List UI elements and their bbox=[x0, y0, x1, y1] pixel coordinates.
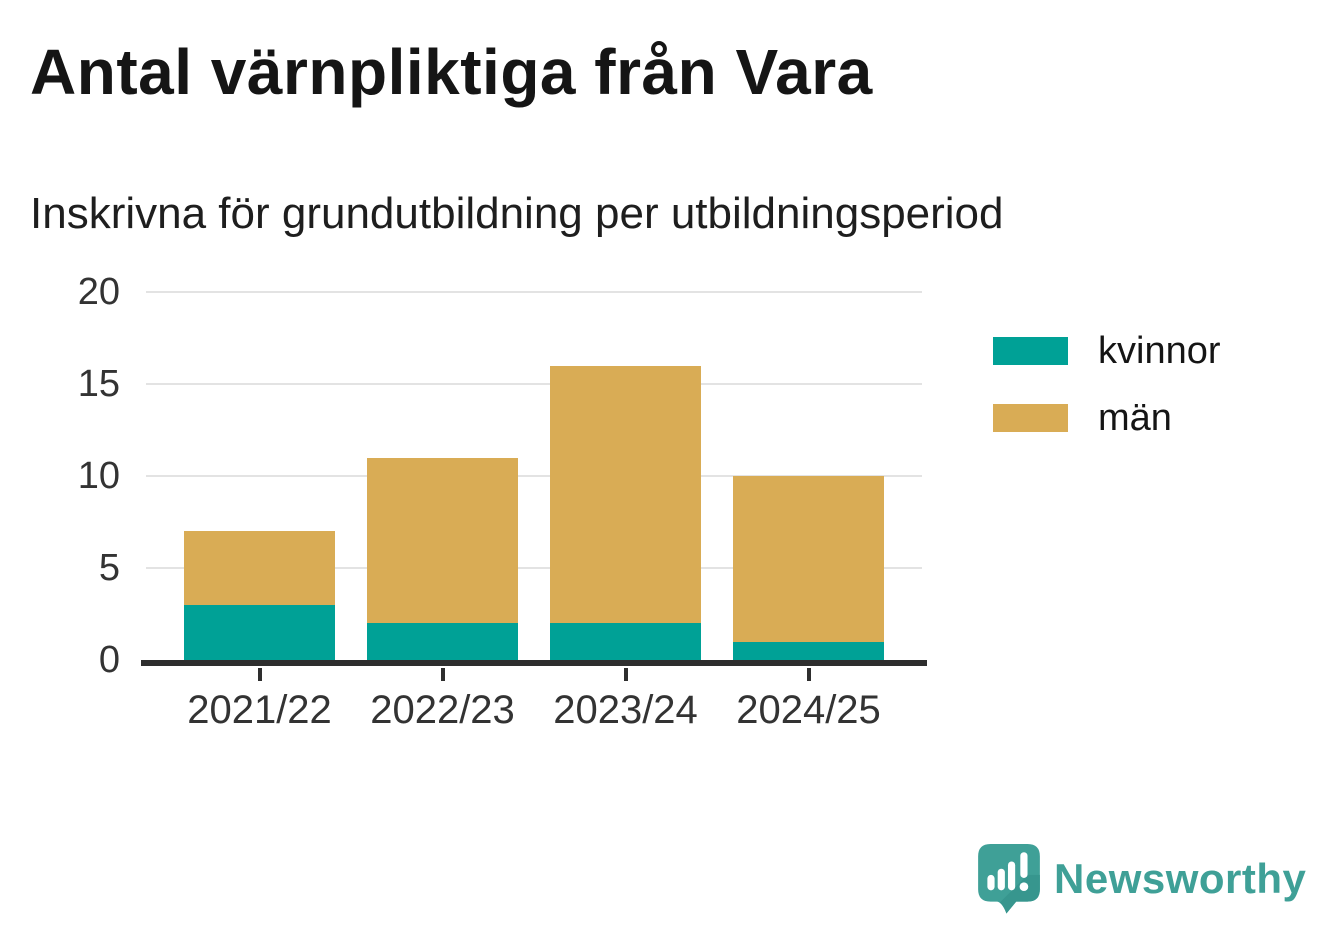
x-tick-label: 2022/23 bbox=[370, 688, 515, 732]
legend-item-kvinnor: kvinnor bbox=[993, 332, 1221, 370]
x-tick-label: 2021/22 bbox=[187, 688, 332, 732]
newsworthy-icon bbox=[978, 844, 1040, 914]
x-tick-label: 2023/24 bbox=[553, 688, 698, 732]
y-tick-label: 5 bbox=[98, 547, 120, 589]
gridline-10 bbox=[146, 475, 922, 477]
x-axis-line bbox=[141, 660, 927, 666]
bar-segment-män-2023/24 bbox=[550, 365, 701, 624]
bar-segment-kvinnor-2024/25 bbox=[733, 641, 884, 660]
chart-title: Antal värnpliktiga från Vara bbox=[30, 36, 873, 108]
legend-label-kvinnor: kvinnor bbox=[1098, 330, 1221, 372]
legend: kvinnor män bbox=[993, 332, 1221, 437]
y-tick-label: 10 bbox=[77, 455, 120, 497]
legend-item-män: män bbox=[993, 399, 1221, 437]
x-axis-tick bbox=[257, 668, 262, 681]
gridline-20 bbox=[146, 291, 922, 293]
bar-segment-män-2022/23 bbox=[367, 457, 518, 624]
x-tick-label: 2024/25 bbox=[736, 688, 881, 732]
legend-swatch-män bbox=[993, 404, 1068, 432]
x-axis-tick bbox=[440, 668, 445, 681]
x-axis-tick bbox=[623, 668, 628, 681]
bar-segment-män-2024/25 bbox=[733, 476, 884, 642]
y-tick-label: 15 bbox=[77, 363, 120, 405]
plot-area: 0 5 10 15 20 2021/22 2022/23 2023/24 2024/25 bbox=[78, 273, 927, 730]
x-axis-tick bbox=[806, 668, 811, 681]
newsworthy-logo: Newsworthy bbox=[978, 844, 1306, 914]
bar-segment-män-2021/22 bbox=[184, 531, 335, 605]
gridline-5 bbox=[146, 567, 922, 569]
legend-swatch-kvinnor bbox=[993, 337, 1068, 365]
chart-subtitle: Inskrivna för grundutbildning per utbild… bbox=[30, 189, 1004, 238]
gridline-15 bbox=[146, 383, 922, 385]
y-tick-label: 0 bbox=[98, 639, 120, 681]
y-tick-label: 20 bbox=[77, 271, 120, 313]
legend-label-män: män bbox=[1098, 397, 1172, 439]
bar-segment-kvinnor-2023/24 bbox=[550, 623, 701, 660]
bar-segment-kvinnor-2021/22 bbox=[184, 604, 335, 660]
brand-name: Newsworthy bbox=[1054, 855, 1307, 902]
bar-segment-kvinnor-2022/23 bbox=[367, 623, 518, 660]
